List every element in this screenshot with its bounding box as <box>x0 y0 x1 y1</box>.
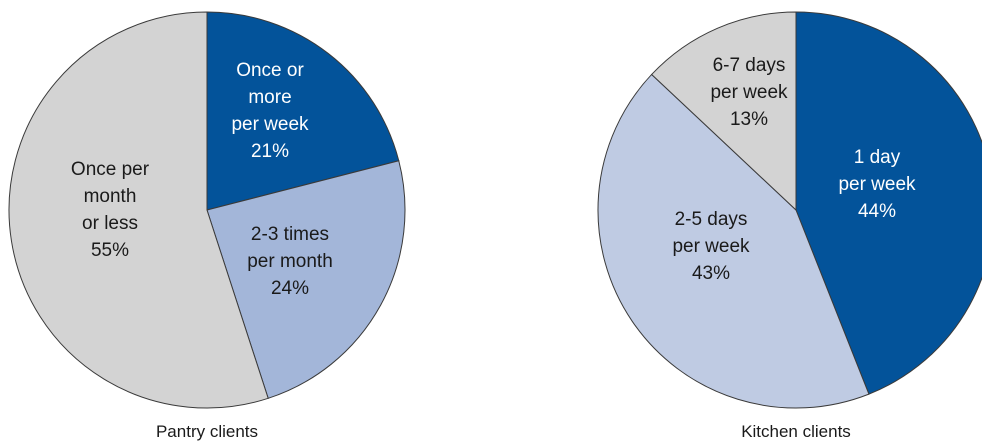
slice-category-label: month <box>84 186 137 207</box>
kitchen-chart-caption: Kitchen clients <box>741 422 851 441</box>
kitchen-slice-2 <box>597 73 870 409</box>
slice-category-label: 6-7 days <box>713 55 786 76</box>
slice-value-label: 13% <box>730 109 768 130</box>
kitchen-slice-label-3: 6-7 days per week 13% <box>710 55 788 130</box>
slice-value-label: 44% <box>858 201 896 222</box>
pantry-slice-1 <box>206 11 400 211</box>
kitchen-slice-label-2: 2-5 days per week 43% <box>672 209 750 284</box>
pantry-slice-2 <box>206 160 406 399</box>
slice-category-label: more <box>248 87 291 108</box>
pantry-slice-label-1: Once or more per week 21% <box>231 60 309 162</box>
slice-value-label: 21% <box>251 141 289 162</box>
slice-category-label: or less <box>82 213 138 234</box>
slice-category-label: 2-5 days <box>675 209 748 230</box>
slice-category-label: per month <box>247 251 333 272</box>
slice-category-label: per week <box>710 82 788 103</box>
slice-category-label: 2-3 times <box>251 224 329 245</box>
pantry-slice-label-3: Once per month or less 55% <box>71 159 150 261</box>
pantry-chart-caption: Pantry clients <box>156 422 258 441</box>
slice-category-label: Once or <box>236 60 304 81</box>
slice-value-label: 24% <box>271 278 309 299</box>
kitchen-pie-chart: 1 day per week 44% 2-5 days per week 43% 6-7 d… <box>597 11 982 409</box>
slice-category-label: Once per <box>71 159 150 180</box>
pantry-slice-3 <box>8 11 269 409</box>
slice-value-label: 55% <box>91 240 129 261</box>
kitchen-slice-label-1: 1 day per week 44% <box>838 147 916 222</box>
slice-value-label: 43% <box>692 263 730 284</box>
slice-category-label: per week <box>672 236 750 257</box>
slice-category-label: 1 day <box>854 147 901 168</box>
slice-category-label: per week <box>231 114 309 135</box>
slice-category-label: per week <box>838 174 916 195</box>
pantry-pie-chart: Once or more per week 21% 2-3 times per month… <box>8 11 406 409</box>
pantry-slice-label-2: 2-3 times per month 24% <box>247 224 333 299</box>
kitchen-slice-3 <box>650 11 797 212</box>
kitchen-slice-1 <box>795 11 982 395</box>
